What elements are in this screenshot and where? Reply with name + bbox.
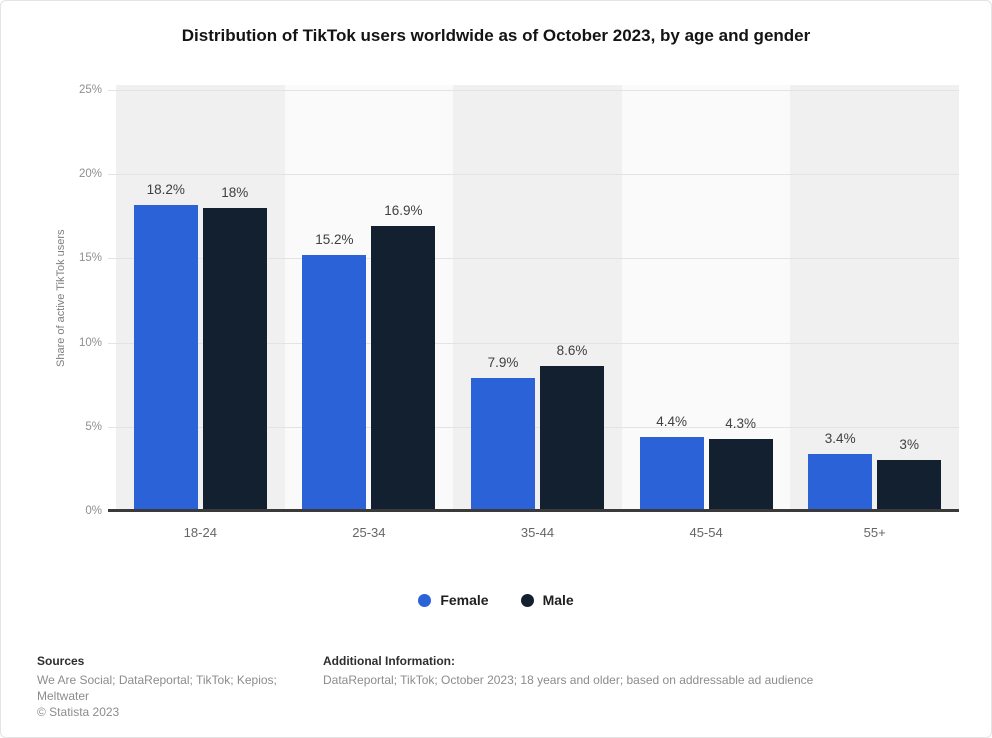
legend-dot [418,593,432,607]
bar-value-label: 18.2% [146,181,185,197]
bar-value-label: 4.4% [656,413,687,429]
gridline [108,90,959,91]
x-axis-label: 18-24 [183,525,217,540]
gridline [108,342,959,344]
bar-value-label: 18% [221,184,249,200]
y-tick-label: 20% [78,168,102,181]
legend: Female Male [1,592,991,608]
bar-value-label: 4.3% [725,415,756,431]
legend-label: Female [440,592,489,608]
bar-male-35-44 [540,366,604,511]
bar-female-18-24 [133,204,198,511]
additional-info-heading: Additional Information: [323,654,455,668]
bar-value-label: 3.4% [824,430,856,446]
legend-item-female: Female [418,592,489,608]
y-tick-label: 25% [78,84,102,96]
additional-info-text: DataReportal; TikTok; October 2023; 18 y… [323,673,814,687]
sources-text: We Are Social; DataReportal; TikTok; Kep… [37,673,277,703]
additional-info-block: Additional Information: DataReportal; Ti… [323,654,971,720]
y-tick-label: 5% [85,420,102,433]
sources-block: Sources We Are Social; DataReportal; Tik… [37,654,323,720]
legend-label: Male [542,592,574,608]
x-axis-label: 55+ [863,525,886,540]
gridline [108,174,959,176]
bar-value-label: 8.6% [556,343,588,359]
x-axis-label: 35-44 [520,525,555,540]
bar-female-45-54 [639,436,704,511]
y-tick-label: 10% [78,336,102,349]
legend-item-male: Male [520,592,574,608]
gridline [108,258,959,260]
bar-male-25-34 [371,226,436,511]
bar-male-18-24 [202,207,267,511]
bar-female-35-44 [471,377,535,511]
bar-female-55+ [808,453,873,511]
bar-female-25-34 [302,255,367,511]
bar-male-45-54 [708,438,773,511]
plot-band [790,85,959,511]
plot-area: 0% 5% 10% 15% 20% 25% 18.2% 18% 18-24 15.2% 16.9% 2… [79,84,959,540]
copyright-text: © Statista 2023 [37,705,120,719]
sources-heading: Sources [37,654,85,668]
x-axis-label: 45-54 [689,525,723,540]
bar-value-label: 7.9% [487,354,519,370]
bar-value-label: 16.9% [384,203,423,219]
footer: Sources We Are Social; DataReportal; Tik… [37,654,971,720]
x-axis-baseline [108,509,959,512]
y-tick-label: 0% [85,505,102,517]
x-axis-label: 25-34 [352,525,386,540]
y-axis-title: Share of active TikTok users [55,229,67,367]
bar-value-label: 15.2% [315,232,354,248]
chart-title: Distribution of TikTok users worldwide a… [181,26,811,45]
legend-dot [520,593,534,607]
y-tick-label: 15% [78,252,102,265]
bar-value-label: 3% [899,437,919,453]
bar-male-55+ [877,460,942,511]
